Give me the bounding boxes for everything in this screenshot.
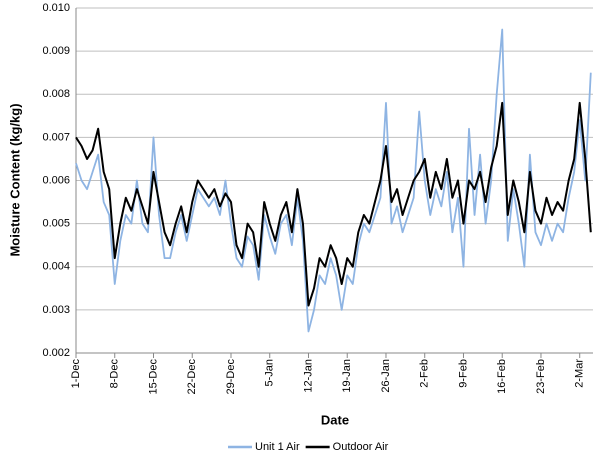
y-tick-label: 0.007 xyxy=(42,131,70,143)
x-tick-label: 5-Jan xyxy=(264,359,276,387)
x-tick-label: 1-Dec xyxy=(70,359,82,389)
series-line xyxy=(75,101,592,307)
y-tick-label: 0.002 xyxy=(42,347,70,359)
y-tick-label: 0.010 xyxy=(42,2,70,14)
x-tick-label: 2-Mar xyxy=(574,359,586,388)
y-tick-label: 0.006 xyxy=(42,174,70,186)
x-axis-label: Date xyxy=(321,412,349,427)
x-tick-label: 8-Dec xyxy=(109,359,121,389)
y-tick-label: 0.008 xyxy=(42,88,70,100)
x-tick-label: 26-Jan xyxy=(380,359,392,393)
legend-label: Unit 1 Air xyxy=(255,441,300,453)
series-line xyxy=(75,28,592,333)
y-tick-label: 0.004 xyxy=(42,261,70,273)
y-tick-label: 0.003 xyxy=(42,304,70,316)
x-tick-label: 29-Dec xyxy=(225,359,237,395)
x-tick-label: 2-Feb xyxy=(419,359,431,388)
x-tick-label: 22-Dec xyxy=(186,359,198,395)
x-tick-label: 19-Jan xyxy=(341,359,353,393)
x-tick-label: 12-Jan xyxy=(302,359,314,393)
x-tick-label: 16-Feb xyxy=(496,359,508,394)
x-tick-label: 9-Feb xyxy=(457,359,469,388)
y-tick-label: 0.005 xyxy=(42,218,70,230)
legend-label: Outdoor Air xyxy=(333,441,389,453)
x-tick-label: 15-Dec xyxy=(147,359,159,395)
y-tick-label: 0.009 xyxy=(42,45,70,57)
x-tick-label: 23-Feb xyxy=(535,359,547,394)
y-axis-label: Moisture Content (kg/kg) xyxy=(7,103,22,256)
